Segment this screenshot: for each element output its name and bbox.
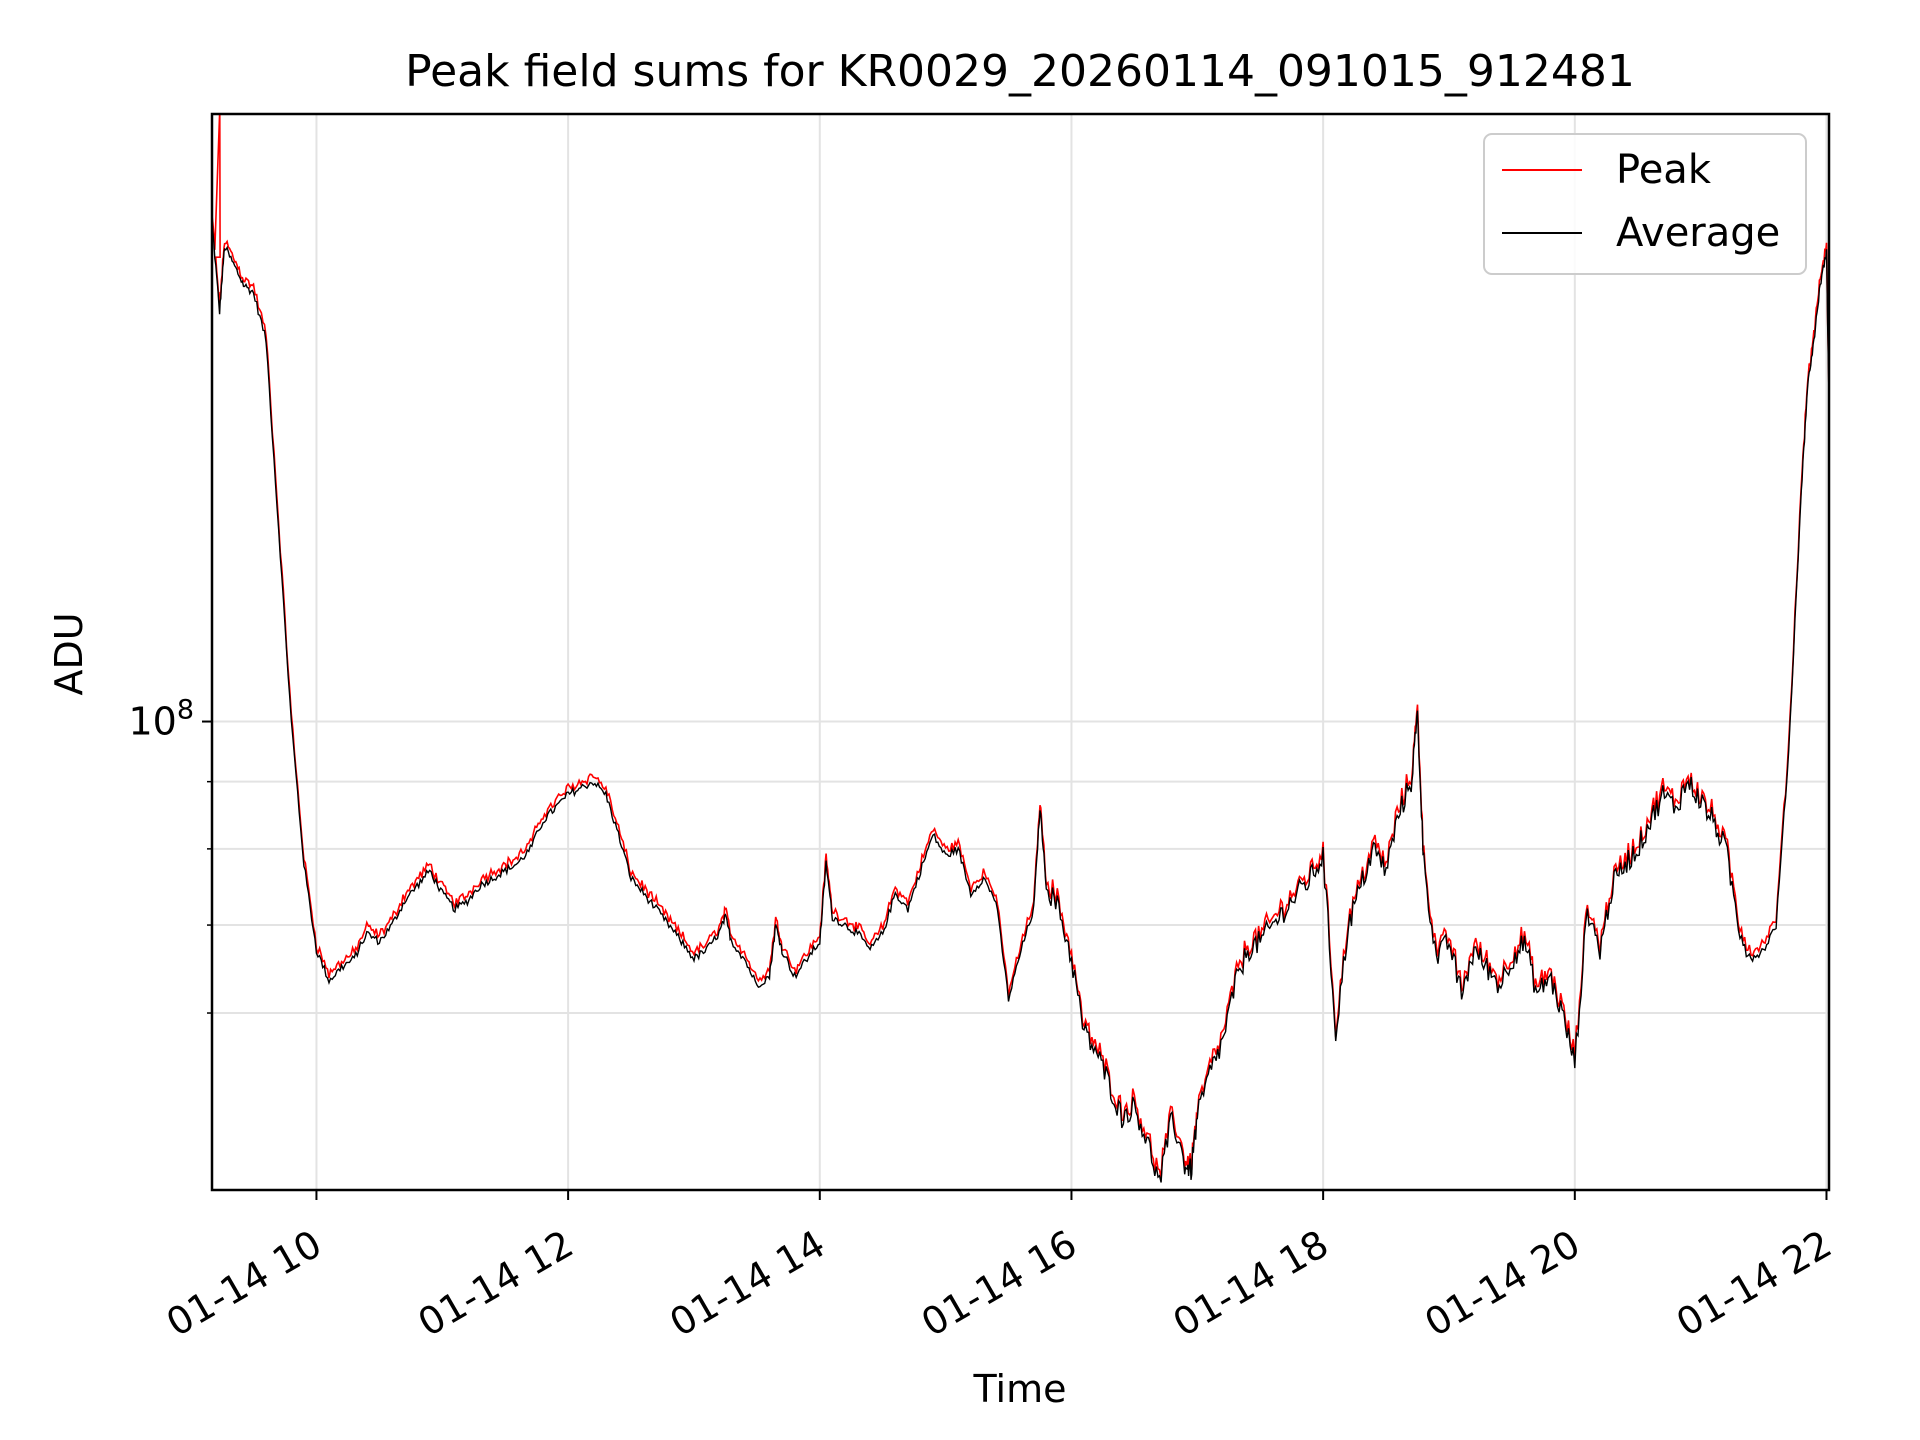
y-tick-label: 108 [128, 695, 194, 744]
legend-label-peak: Peak [1616, 147, 1712, 193]
x-tick-label: 01-14 12 [411, 1222, 581, 1346]
series-line-peak [212, 114, 1829, 1179]
ticks-layer: 01-14 10 01-14 12 01-14 14 01-14 16 01-14 18… [128, 695, 1839, 1346]
x-tick-label: 01-14 10 [159, 1222, 329, 1346]
x-tick-label: 01-14 16 [914, 1222, 1084, 1346]
x-tick-label: 01-14 20 [1417, 1222, 1587, 1346]
x-tick-label: 01-14 18 [1166, 1222, 1336, 1346]
plot-frame [210, 112, 1831, 1192]
x-axis-label: Time [973, 1367, 1067, 1411]
series-line-average [212, 220, 1829, 1183]
y-tick-label-exponent: 8 [177, 695, 194, 726]
chart-title: Peak field sums for KR0029_20260114_0910… [405, 46, 1635, 97]
legend: Peak Average [1483, 133, 1807, 275]
y-tick-label-base: 10 [128, 700, 176, 744]
grid-layer [212, 114, 1829, 1190]
data-layer [212, 114, 1829, 1183]
y-axis-label: ADU [47, 612, 91, 695]
legend-label-average: Average [1616, 210, 1780, 256]
x-tick-label: 01-14 14 [662, 1222, 832, 1346]
x-tick-label: 01-14 22 [1669, 1222, 1839, 1346]
